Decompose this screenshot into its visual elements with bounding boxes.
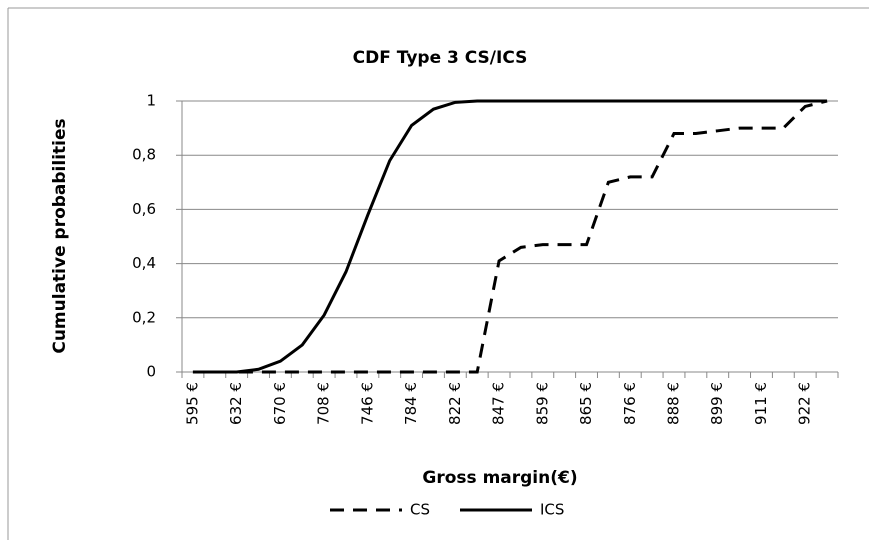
- x-tick-label: 822 €: [446, 382, 464, 425]
- x-tick-label: 847 €: [490, 382, 508, 425]
- y-tick-label: 0,8: [132, 146, 156, 164]
- x-tick-label: 899 €: [708, 382, 726, 425]
- y-axis-title: Cumulative probabilities: [50, 118, 70, 353]
- chart-title: CDF Type 3 CS/ICS: [353, 48, 528, 68]
- x-tick-label: 888 €: [665, 382, 683, 425]
- y-tick-label: 0: [146, 363, 156, 381]
- x-tick-label: 876 €: [621, 382, 639, 425]
- x-tick-label: 746 €: [358, 382, 376, 425]
- y-tick-label: 0,6: [132, 200, 156, 218]
- legend-label: CS: [410, 501, 430, 519]
- x-tick-label: 784 €: [402, 382, 420, 425]
- x-tick-label: 911 €: [752, 382, 770, 425]
- y-tick-label: 0,4: [132, 254, 156, 272]
- x-tick-label: 595 €: [183, 382, 201, 425]
- y-tick-label: 0,2: [132, 308, 156, 326]
- x-tick-label: 865 €: [577, 382, 595, 425]
- x-tick-label: 632 €: [227, 382, 245, 425]
- x-tick-label: 670 €: [271, 382, 289, 425]
- x-tick-label: 922 €: [796, 382, 814, 425]
- y-tick-label: 1: [146, 92, 156, 110]
- legend-label: ICS: [540, 501, 564, 519]
- x-tick-label: 859 €: [533, 382, 551, 425]
- x-tick-label: 708 €: [315, 382, 333, 425]
- series-line: [192, 99, 828, 374]
- series-line: [192, 99, 828, 374]
- x-axis-title: Gross margin(€): [422, 468, 577, 488]
